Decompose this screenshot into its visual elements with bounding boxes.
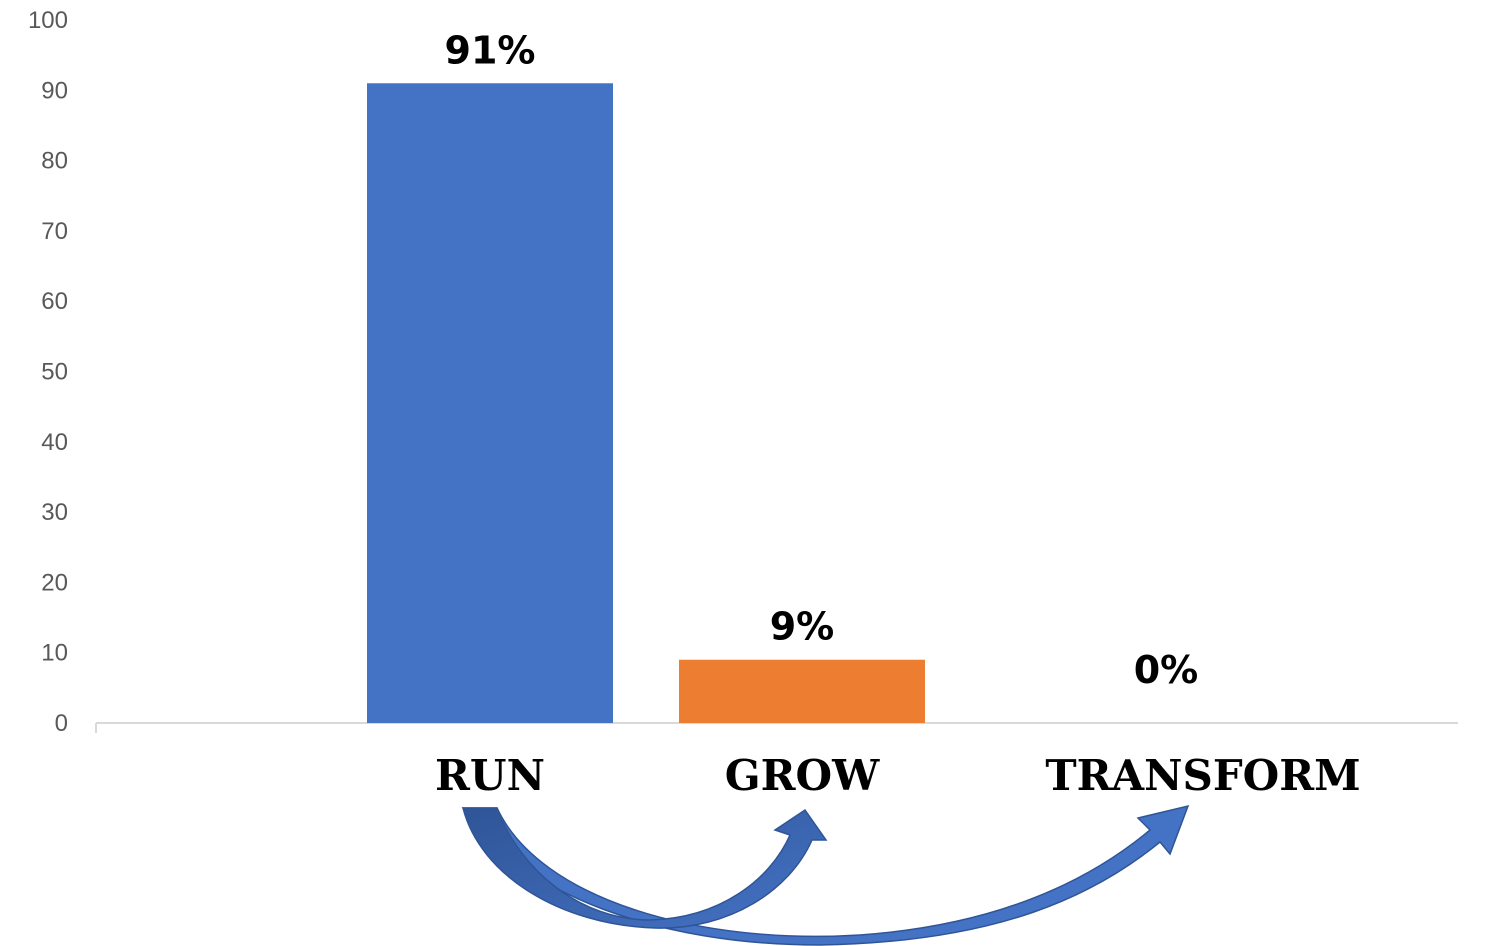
data-label-transform: 0%	[1134, 648, 1199, 692]
y-tick-label: 30	[41, 499, 68, 526]
arrow-run-to-transform	[461, 804, 1190, 946]
y-tick-label: 100	[28, 7, 68, 34]
y-axis-ticks: 0 10 20 30 40 50 60 70 80 90 100	[28, 7, 68, 737]
bar-grow	[679, 659, 925, 723]
bars	[367, 83, 925, 723]
arrow-run-to-grow	[462, 807, 828, 929]
y-tick-label: 40	[41, 429, 68, 456]
data-label-grow: 9%	[770, 605, 835, 649]
category-label-run: RUN	[435, 751, 545, 800]
category-labels: RUN GROW TRANSFORM	[435, 751, 1361, 800]
y-tick-label: 50	[41, 359, 68, 386]
y-tick-label: 60	[41, 288, 68, 315]
y-tick-label: 70	[41, 218, 68, 245]
category-label-transform: TRANSFORM	[1045, 751, 1360, 800]
category-label-grow: GROW	[725, 751, 880, 800]
bar-run	[367, 83, 613, 723]
y-tick-label: 80	[41, 148, 68, 175]
data-label-run: 91%	[445, 28, 536, 72]
y-tick-label: 10	[41, 640, 68, 667]
y-tick-label: 20	[41, 569, 68, 596]
y-tick-label: 0	[55, 710, 68, 737]
data-labels: 91% 9% 0%	[445, 28, 1199, 692]
y-tick-label: 90	[41, 77, 68, 104]
